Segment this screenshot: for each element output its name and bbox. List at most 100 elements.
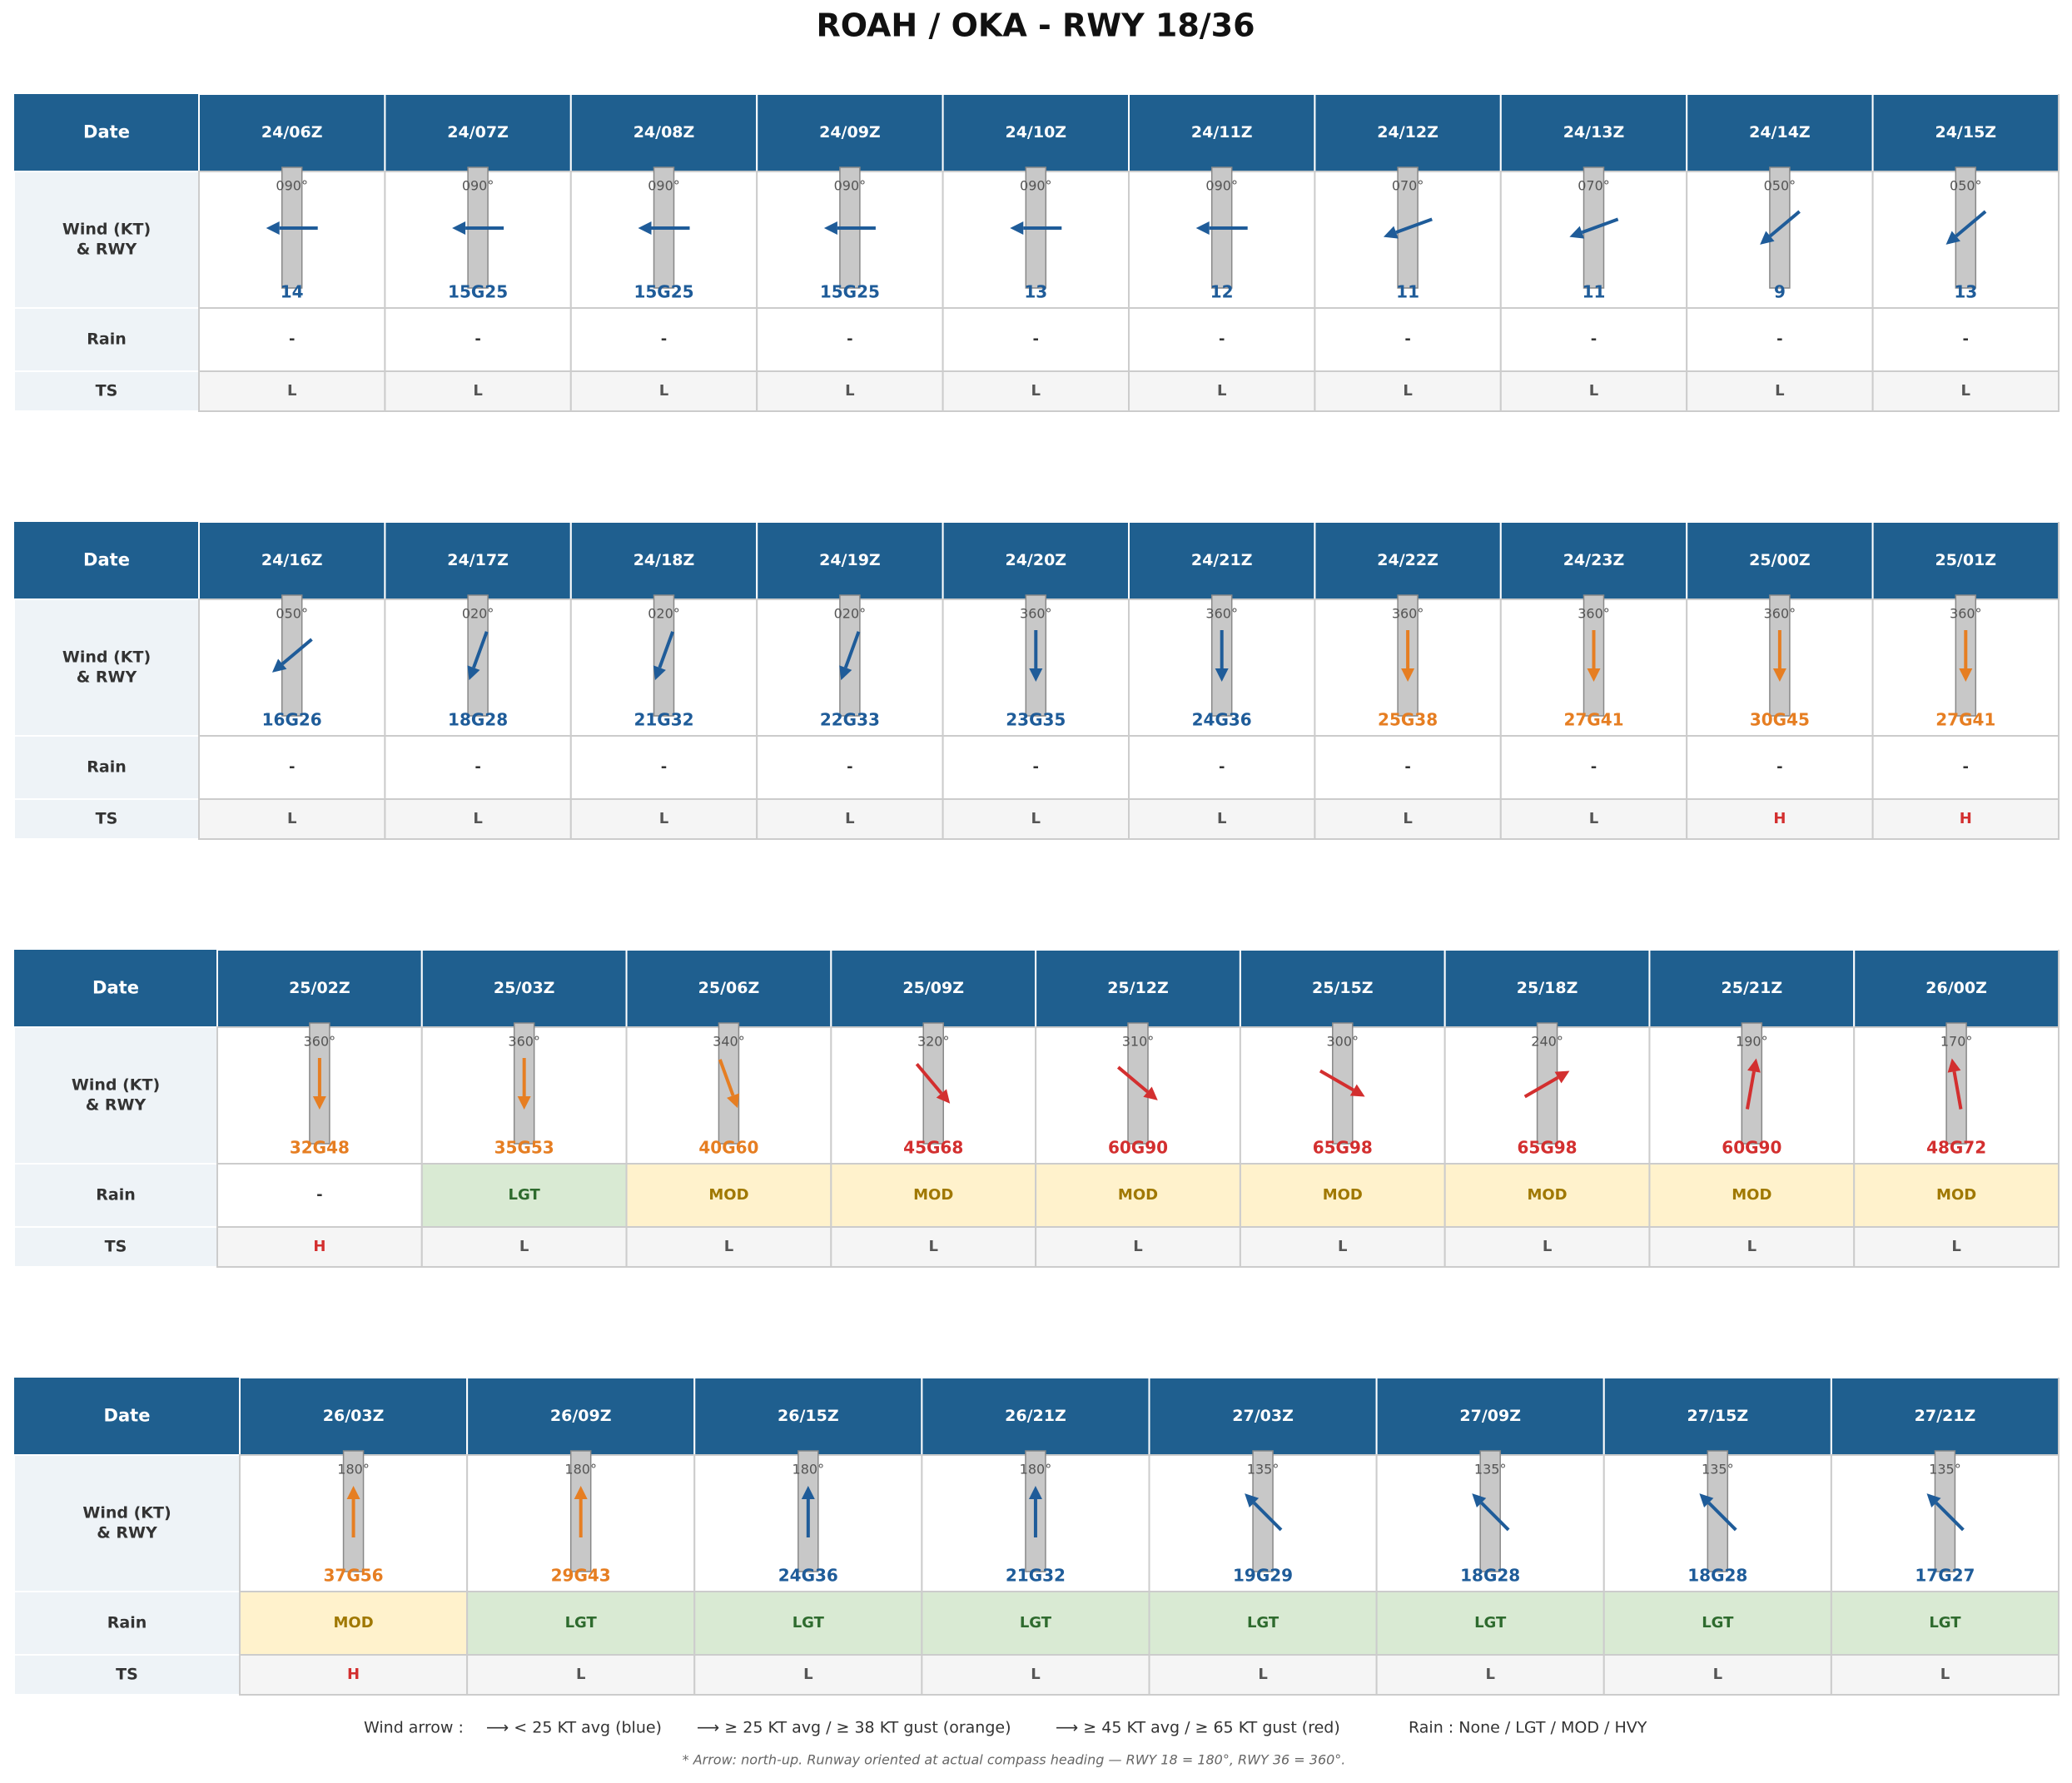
ts-value: L — [519, 1238, 529, 1255]
header-cell — [693, 1377, 923, 1456]
wind-direction: 135° — [1474, 1462, 1507, 1478]
wind-direction: 135° — [1247, 1462, 1279, 1478]
wind-direction: 180° — [337, 1462, 370, 1478]
date-label: 25/01Z — [1935, 551, 1996, 569]
row-label: TS — [96, 810, 118, 828]
ts-cell — [942, 370, 1130, 412]
rain-cell — [625, 1163, 832, 1228]
rain-cell — [1830, 1591, 2060, 1656]
wind-arrow-shaft — [1319, 1069, 1354, 1092]
wind-speed: 17G27 — [1915, 1566, 1975, 1586]
wind-arrow-head — [346, 1486, 360, 1499]
wind-arrow-shaft — [1935, 1501, 1965, 1532]
ts-value: L — [1031, 1666, 1040, 1683]
wind-direction: 180° — [1020, 1462, 1052, 1478]
wind-arrow-head — [271, 658, 287, 673]
rain-cell — [384, 307, 572, 372]
wind-speed: 13 — [1954, 282, 1977, 302]
wind-arrow-head — [517, 1096, 531, 1110]
ts-value: L — [1403, 810, 1412, 827]
wind-speed: 25G38 — [1378, 710, 1438, 730]
wind-arrow-head — [727, 1093, 740, 1109]
ts-value: L — [1133, 1238, 1142, 1255]
ts-value: L — [1031, 810, 1041, 827]
ts-value: L — [1713, 1666, 1722, 1683]
footnote: * Arrow: north-up. Runway oriented at ac… — [683, 1752, 1346, 1768]
label-cell — [13, 798, 200, 840]
date-label: 25/02Z — [289, 979, 350, 997]
row-label: Date — [83, 122, 130, 142]
date-label: 27/21Z — [1915, 1407, 1976, 1425]
date-label: 26/15Z — [778, 1407, 839, 1425]
wind-arrow-shaft — [915, 1062, 943, 1095]
wind-direction: 135° — [1702, 1462, 1734, 1478]
header-cell — [1035, 949, 1241, 1028]
rain-value: - — [1591, 330, 1597, 348]
header-cell — [942, 93, 1130, 172]
row-label: TS — [105, 1238, 127, 1256]
row-label: Wind (KT) — [62, 221, 151, 239]
ts-cell — [1375, 1654, 1605, 1696]
wind-direction: 300° — [1327, 1034, 1359, 1050]
wind-direction: 360° — [508, 1034, 540, 1050]
runway — [1955, 594, 1977, 717]
rain-value: - — [1776, 330, 1782, 348]
wind-arrow-head — [312, 1096, 326, 1110]
wind-speed: 35G53 — [494, 1138, 554, 1158]
rain-cell — [466, 1591, 696, 1656]
wind-arrow-head — [1760, 231, 1775, 245]
date-label: 24/20Z — [1005, 551, 1066, 569]
wind-direction: 360° — [1020, 606, 1052, 622]
ts-value: L — [803, 1666, 812, 1683]
runway — [309, 1022, 330, 1145]
header-cell — [198, 93, 386, 172]
rain-cell — [384, 735, 572, 800]
rain-value: LGT — [1929, 1614, 1961, 1632]
rain-value: MOD — [1323, 1186, 1363, 1204]
rain-cell — [1648, 1163, 1856, 1228]
legend-item: ⟶ ≥ 25 KT avg / ≥ 38 KT gust (orange) — [697, 1719, 1011, 1737]
ts-cell — [569, 370, 758, 412]
ts-cell — [921, 1654, 1150, 1696]
rain-cell — [756, 735, 944, 800]
ts-cell — [693, 1654, 923, 1696]
ts-value: L — [1951, 1238, 1960, 1255]
wind-speed: 11 — [1396, 282, 1419, 302]
row-label: Rain — [87, 330, 127, 349]
wind-direction: 020° — [648, 606, 680, 622]
wind-arrow-shaft — [843, 631, 861, 668]
rain-value: LGT — [509, 1186, 541, 1204]
ts-value: L — [1961, 382, 1970, 400]
ts-value: L — [287, 382, 296, 400]
ts-value: L — [1258, 1666, 1267, 1683]
header-cell — [1648, 949, 1856, 1028]
rain-cell — [1602, 1591, 1832, 1656]
date-label: 27/09Z — [1459, 1407, 1521, 1425]
rain-cell — [1148, 1591, 1378, 1656]
header-cell — [1128, 521, 1316, 600]
wind-speed: 11 — [1583, 282, 1606, 302]
wind-speed: 14 — [281, 282, 304, 302]
rain-value: - — [1219, 330, 1225, 348]
rain-cell — [830, 1163, 1037, 1228]
ts-value: L — [1940, 1666, 1950, 1683]
row-label: Date — [92, 978, 139, 998]
date-label: 25/15Z — [1312, 979, 1374, 997]
ts-value: L — [1589, 810, 1598, 827]
ts-value: L — [659, 810, 668, 827]
ts-value: L — [845, 382, 854, 400]
rain-cell — [693, 1591, 923, 1656]
wind-arrow-head — [1010, 221, 1024, 235]
wind-arrow-head — [1472, 1493, 1487, 1508]
wind-speed: 21G32 — [1006, 1566, 1066, 1586]
wind-arrow-head — [1569, 226, 1585, 239]
wind-speed: 21G32 — [634, 710, 693, 730]
ts-value: H — [1960, 810, 1972, 827]
wind-arrow-head — [1245, 1493, 1260, 1508]
wind-arrow-head — [823, 221, 837, 235]
wind-speed: 32G48 — [290, 1138, 350, 1158]
rain-value: LGT — [1474, 1614, 1507, 1632]
wind-speed: 15G25 — [634, 282, 693, 302]
wind-arrow-head — [1699, 1493, 1714, 1508]
rain-cell — [1128, 735, 1316, 800]
